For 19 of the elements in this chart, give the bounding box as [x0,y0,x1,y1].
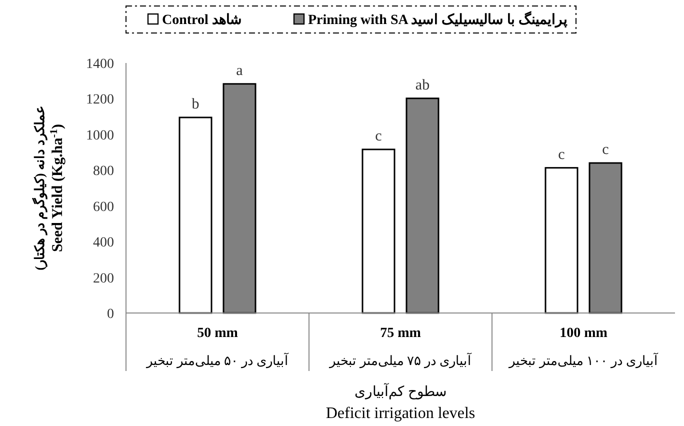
y-tick-label: 1400 [86,57,114,72]
data-label: c [375,128,382,144]
bar [178,116,212,314]
y-tick-label: 400 [93,236,114,251]
legend-label: Control شاهد [162,13,242,28]
data-label: a [236,62,244,79]
bar [362,148,396,314]
y-tick-label: 1200 [86,92,114,108]
data-label: c [602,142,610,158]
y-tick-label: 600 [93,200,114,215]
data-label: c [558,146,566,163]
legend-label: Priming with SA پرایمینگ با سالیسیلیک اسید [308,11,568,28]
y-tick-label: 200 [93,271,114,286]
bar [544,167,578,314]
y-tick-label: 1000 [86,128,114,144]
y-tick-label: 0 [107,307,114,322]
y-tick-label: 800 [93,164,114,180]
data-label: ab [415,77,430,94]
data-label: b [192,96,200,112]
